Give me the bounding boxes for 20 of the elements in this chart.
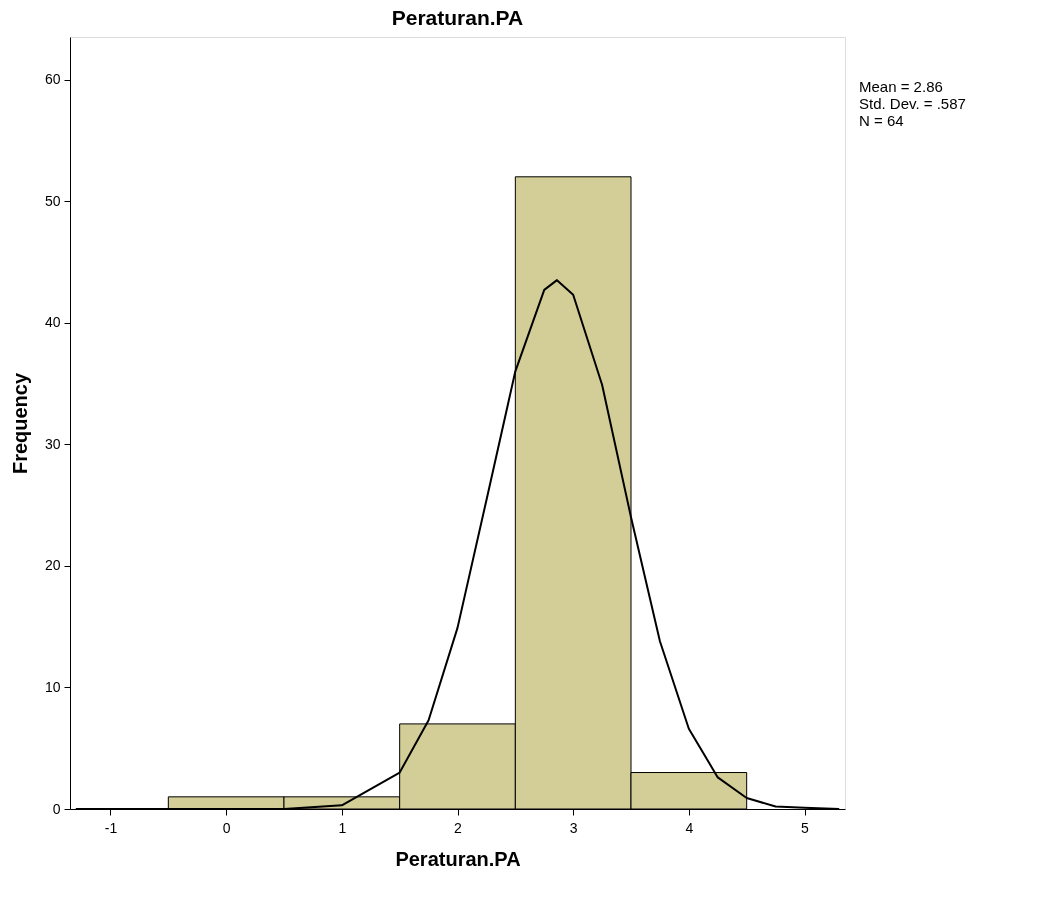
text: Std. Dev. = .587 bbox=[859, 95, 966, 112]
chart-title: Peraturan.PA bbox=[391, 6, 524, 29]
y-tick-label: 10 bbox=[44, 678, 61, 695]
y-axis-title: Frequency bbox=[8, 372, 31, 475]
x-tick-label: 4 bbox=[685, 819, 694, 836]
x-axis-title: Peraturan.PA bbox=[395, 847, 521, 870]
y-tick-label: 60 bbox=[44, 71, 61, 88]
y-tick-label: 0 bbox=[52, 800, 61, 817]
x-tick-label: 2 bbox=[454, 819, 463, 836]
text: Mean = 2.86 bbox=[859, 78, 943, 95]
x-tick-label: 3 bbox=[569, 819, 578, 836]
x-tick-label: -1 bbox=[104, 819, 118, 836]
x-tick-label: 1 bbox=[338, 819, 347, 836]
text: N = 64 bbox=[859, 112, 904, 129]
x-tick-label: 0 bbox=[222, 819, 231, 836]
x-tick-label: 5 bbox=[801, 819, 810, 836]
y-tick-label: 40 bbox=[44, 314, 61, 331]
y-tick-label: 20 bbox=[44, 557, 61, 574]
y-tick-label: 50 bbox=[44, 192, 61, 209]
y-tick-label: 30 bbox=[44, 435, 61, 452]
